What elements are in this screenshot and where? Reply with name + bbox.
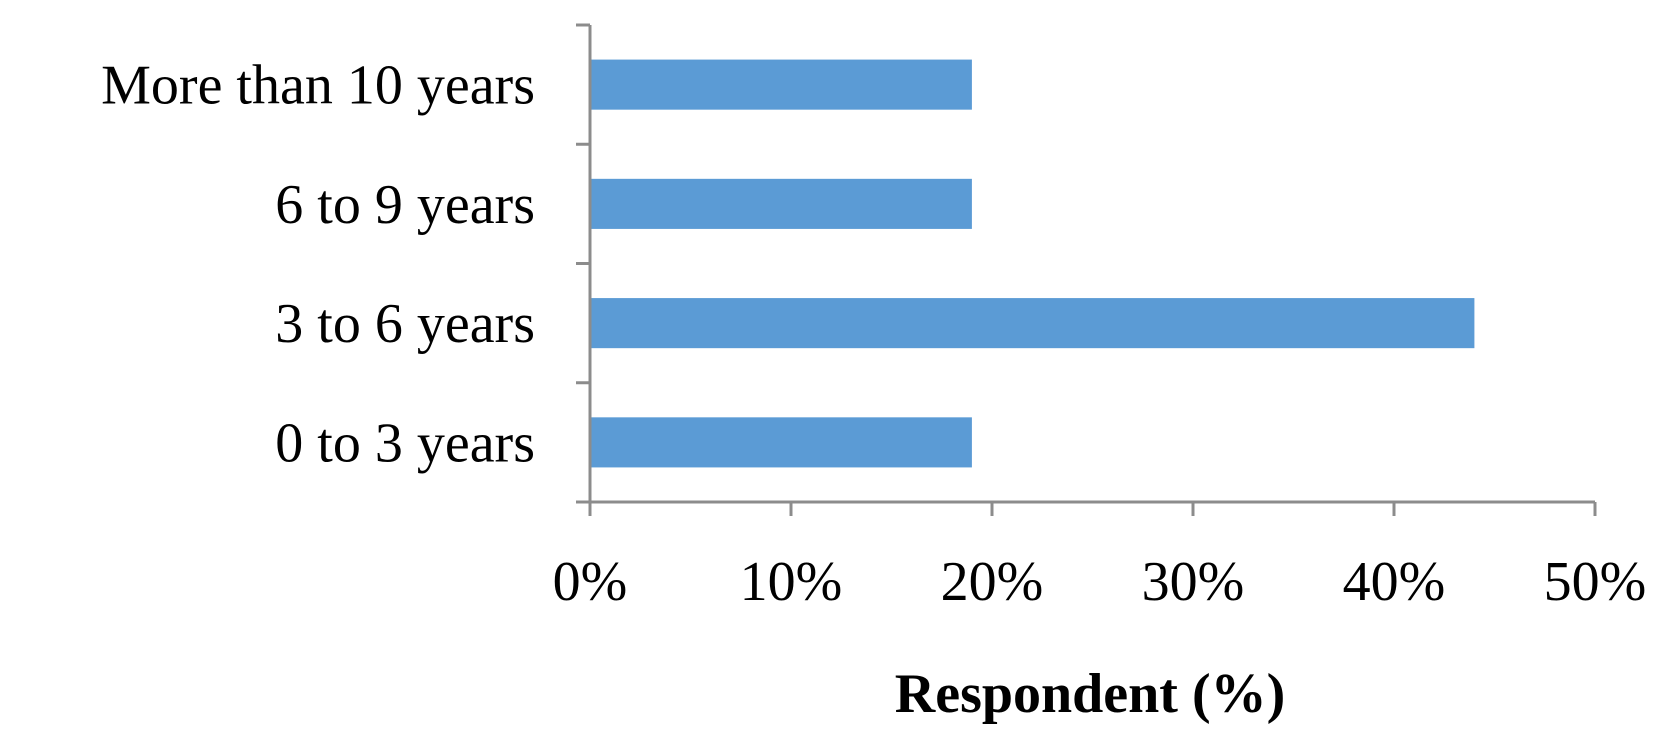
category-labels: 0 to 3 years 3 to 6 years 6 to 9 years More… bbox=[101, 55, 535, 475]
bar-2 bbox=[590, 178, 972, 229]
x-axis-title: Respondent (%) bbox=[895, 663, 1285, 725]
bar-1 bbox=[590, 298, 1475, 349]
x-tick-label-1: 10% bbox=[740, 551, 843, 613]
category-label-2: 6 to 9 years bbox=[275, 174, 535, 236]
axes-group bbox=[576, 23, 1597, 516]
x-tick-label-3: 30% bbox=[1142, 551, 1245, 613]
category-label-1: 3 to 6 years bbox=[275, 293, 535, 355]
x-tick-label-5: 50% bbox=[1544, 551, 1647, 613]
category-label-3: More than 10 years bbox=[101, 55, 535, 117]
bars-group bbox=[590, 59, 1475, 468]
bar-3 bbox=[590, 59, 972, 110]
x-tick-label-4: 40% bbox=[1343, 551, 1446, 613]
bar-0 bbox=[590, 417, 972, 468]
x-tick-label-2: 20% bbox=[941, 551, 1044, 613]
x-tick-label-0: 0% bbox=[553, 551, 628, 613]
tick-labels: 0% 10% 20% 30% 40% 50% bbox=[553, 551, 1647, 613]
category-label-0: 0 to 3 years bbox=[275, 412, 535, 474]
